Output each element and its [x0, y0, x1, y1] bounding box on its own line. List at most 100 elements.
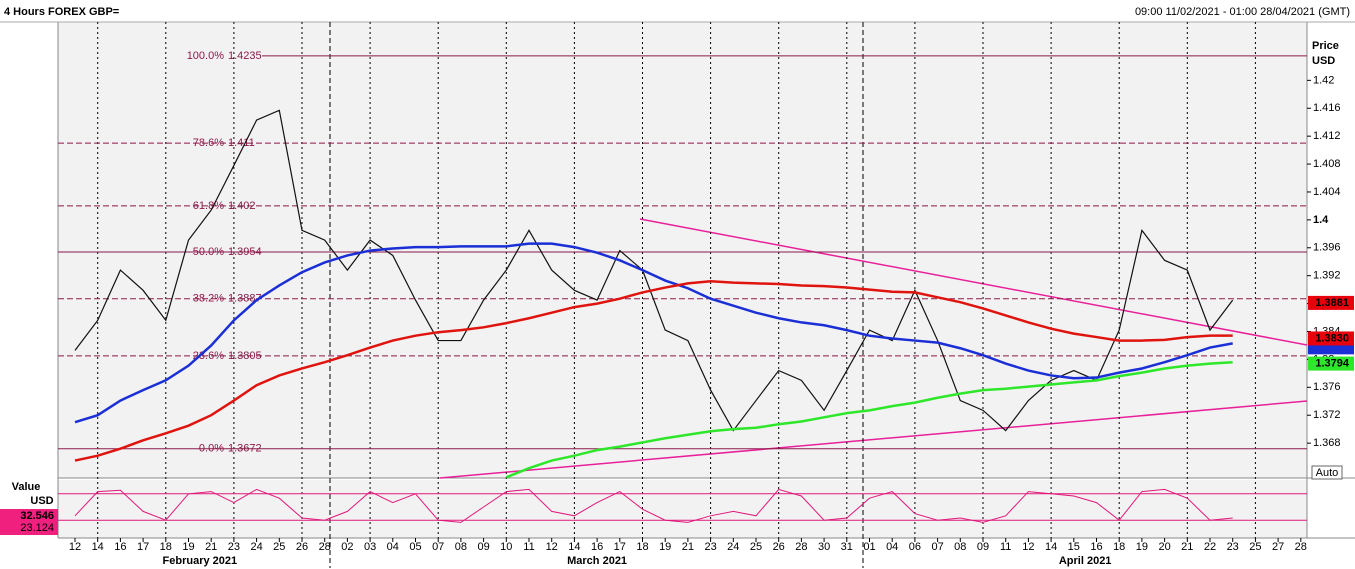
x-tick-label: 24: [727, 541, 739, 553]
price-tag: [1308, 295, 1354, 310]
fib-percent: 38.2%: [193, 293, 224, 305]
x-tick-label: 31: [841, 541, 853, 553]
y-tick-label: 1.408: [1313, 158, 1341, 170]
x-tick-label: 02: [341, 541, 353, 553]
y-tick-label: 1.4: [1313, 214, 1329, 226]
month-label: March 2021: [567, 555, 627, 567]
x-tick-label: 10: [500, 541, 512, 553]
fib-value: 1.402: [228, 200, 256, 212]
price-tag-label: 1.3794: [1315, 357, 1350, 369]
fib-percent: 0.0%: [199, 443, 224, 455]
y-axis-label: Price: [1312, 40, 1339, 52]
x-tick-label: 26: [773, 541, 785, 553]
x-tick-label: 08: [954, 541, 966, 553]
y-tick-label: 1.42: [1313, 74, 1334, 86]
oscillator-tag-bg: [0, 509, 58, 535]
x-tick-label: 18: [1113, 541, 1125, 553]
fib-value: 1.3805: [228, 350, 262, 362]
y-tick-label: 1.372: [1313, 409, 1341, 421]
x-tick-label: 08: [455, 541, 467, 553]
x-tick-label: 18: [160, 541, 172, 553]
x-tick-label: 15: [1068, 541, 1080, 553]
x-tick-label: 16: [114, 541, 126, 553]
price-tag: [1308, 331, 1354, 346]
x-tick-label: 16: [1090, 541, 1102, 553]
x-tick-label: 03: [364, 541, 376, 553]
series-line: [74, 242, 1233, 424]
x-tick-label: 27: [1272, 541, 1284, 553]
x-tick-label: 19: [182, 541, 194, 553]
x-tick-label: 06: [909, 541, 921, 553]
x-tick-label: 14: [568, 541, 580, 553]
x-tick-label: 01: [863, 541, 875, 553]
price-tag: [1308, 356, 1354, 371]
x-tick-label: 05: [409, 541, 421, 553]
y-tick-label: 1.376: [1313, 381, 1341, 393]
auto-button-label[interactable]: Auto: [1316, 467, 1339, 479]
x-tick-label: 07: [432, 541, 444, 553]
y-tick-label: 1.368: [1313, 437, 1341, 449]
y-tick-label: 1.412: [1313, 130, 1341, 142]
y-tick-label: 1.404: [1313, 186, 1341, 198]
oscillator-label: Value: [12, 481, 41, 493]
x-tick-label: 19: [1136, 541, 1148, 553]
price-tag-label: 1.3881: [1315, 297, 1349, 309]
x-tick-label: 12: [546, 541, 558, 553]
x-tick-label: 14: [92, 541, 104, 553]
x-tick-label: 04: [387, 541, 399, 553]
fib-percent: 100.0%: [187, 50, 225, 62]
x-tick-label: 19: [659, 541, 671, 553]
x-tick-label: 09: [477, 541, 489, 553]
x-tick-label: 17: [137, 541, 149, 553]
x-tick-label: 21: [682, 541, 694, 553]
x-tick-label: 28: [1295, 541, 1307, 553]
fib-value: 1.411: [228, 137, 255, 149]
x-tick-label: 28: [319, 541, 331, 553]
y-axis-unit: USD: [1312, 55, 1335, 67]
x-tick-label: 24: [250, 541, 262, 553]
x-tick-label: 25: [1249, 541, 1261, 553]
x-tick-label: 23: [1227, 541, 1239, 553]
x-tick-label: 28: [795, 541, 807, 553]
x-tick-label: 30: [818, 541, 830, 553]
month-label: April 2021: [1059, 555, 1112, 567]
oscillator-tag: 32.546: [20, 510, 54, 522]
y-tick-label: 1.396: [1313, 242, 1341, 254]
oscillator-area: [58, 480, 1307, 538]
fib-percent: 23.6%: [193, 350, 224, 362]
x-tick-label: 20: [1158, 541, 1170, 553]
x-tick-label: 23: [704, 541, 716, 553]
trendline: [439, 400, 1308, 479]
x-tick-label: 16: [591, 541, 603, 553]
x-tick-label: 07: [931, 541, 943, 553]
series-line: [74, 109, 1234, 432]
fib-percent: 61.8%: [193, 200, 224, 212]
x-tick-label: 25: [273, 541, 285, 553]
series-line: [74, 280, 1233, 462]
chart-title: 4 Hours FOREX GBP=: [4, 6, 119, 18]
x-tick-label: 14: [1045, 541, 1057, 553]
series-line: [505, 360, 1233, 479]
x-tick-label: 12: [69, 541, 81, 553]
x-tick-label: 21: [1181, 541, 1193, 553]
x-tick-label: 21: [205, 541, 217, 553]
oscillator-unit: USD: [30, 495, 53, 507]
fib-percent: 50.0%: [193, 246, 224, 258]
x-tick-label: 18: [636, 541, 648, 553]
x-tick-label: 12: [1022, 541, 1034, 553]
price-tag-label: 1.3830: [1315, 332, 1349, 344]
date-range: 09:00 11/02/2021 - 01:00 28/04/2021 (GMT…: [1135, 6, 1350, 18]
fib-percent: 78.6%: [193, 137, 224, 149]
trendline: [639, 218, 1308, 346]
y-tick-label: 1.392: [1313, 270, 1341, 282]
fib-value: 1.4235: [228, 50, 262, 62]
x-tick-label: 09: [977, 541, 989, 553]
oscillator-tag: 23.124: [20, 522, 54, 534]
x-tick-label: 23: [228, 541, 240, 553]
x-tick-label: 04: [886, 541, 898, 553]
plot-area: [58, 22, 1307, 478]
fib-value: 1.3672: [228, 443, 262, 455]
auto-button[interactable]: [1311, 465, 1343, 480]
series-line: [74, 488, 1233, 523]
